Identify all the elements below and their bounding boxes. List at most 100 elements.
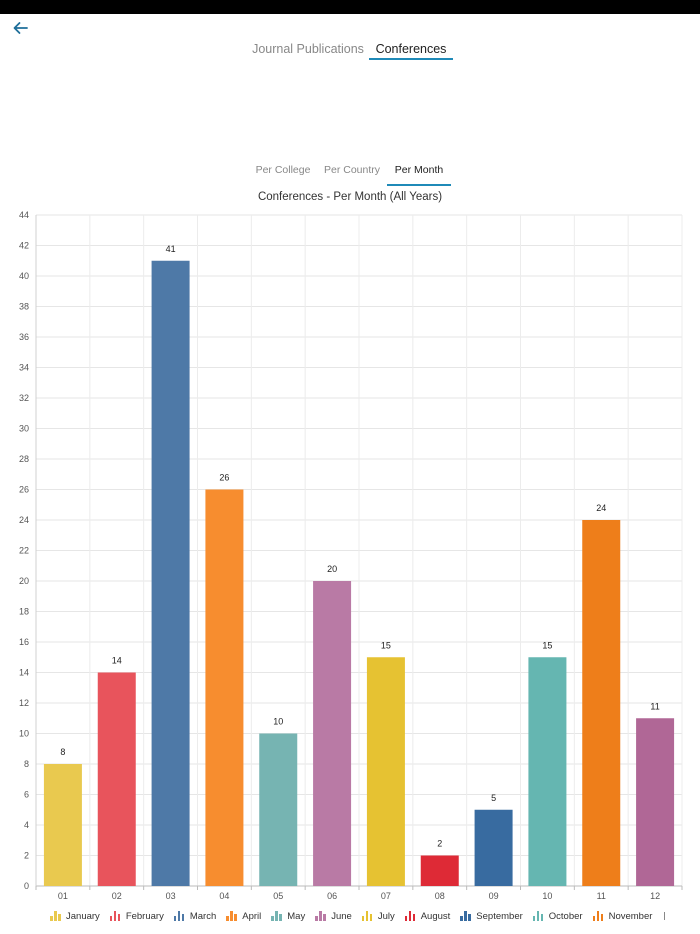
y-tick-label: 30 — [19, 424, 29, 434]
legend-label: April — [242, 910, 262, 922]
y-tick-label: 20 — [19, 576, 29, 586]
subtab-label: Per Country — [323, 164, 381, 176]
active-subtab-indicator — [387, 184, 451, 186]
y-tick-label: 4 — [24, 820, 29, 830]
legend-label: October — [548, 910, 583, 922]
legend-item[interactable]: March — [173, 910, 217, 922]
x-tick-label: 06 — [327, 891, 337, 900]
y-tick-label: 16 — [19, 637, 29, 647]
legend-item[interactable]: May — [271, 911, 305, 922]
legend-label: September — [476, 910, 523, 922]
subtab-label: Per College — [255, 164, 311, 176]
x-tick-label: 01 — [58, 891, 68, 900]
y-tick-label: 32 — [19, 393, 29, 403]
chart-title: Conferences - Per Month (All Years) — [257, 191, 443, 203]
legend-item[interactable]: October — [532, 910, 583, 922]
y-tick-label: 12 — [19, 698, 29, 708]
legend-label: August — [420, 910, 451, 922]
tab-journal-publications[interactable]: Journal Publications — [252, 40, 364, 60]
legend-overflow-indicator — [664, 912, 666, 920]
y-tick-label: 36 — [19, 332, 29, 342]
data-label: 15 — [542, 640, 552, 650]
bar-03 — [151, 260, 190, 886]
bar-01 — [43, 764, 82, 886]
status-bar — [0, 0, 700, 14]
chart-legend: January February March April May June July Augu… — [50, 908, 666, 924]
bar-chart-icon — [173, 911, 185, 921]
bar-chart: 0246810121416182022242628303234363840424… — [19, 210, 683, 900]
bar-chart-icon — [271, 911, 282, 921]
active-tab-indicator — [369, 57, 453, 60]
bar-chart-icon — [460, 911, 471, 921]
bar-02 — [97, 672, 136, 886]
data-label: 10 — [273, 717, 283, 727]
x-tick-label: 04 — [219, 891, 229, 900]
x-tick-label: 02 — [112, 891, 122, 900]
data-label: 15 — [381, 640, 391, 650]
bar-09 — [474, 809, 513, 886]
y-tick-label: 6 — [24, 790, 29, 800]
subtab-per-college[interactable]: Per College — [252, 162, 314, 186]
legend-label: March — [189, 910, 217, 922]
legend-item[interactable]: November — [592, 911, 652, 922]
data-label: 26 — [219, 473, 229, 483]
legend-item[interactable]: July — [361, 910, 395, 922]
y-tick-label: 18 — [19, 607, 29, 617]
arrow-left-icon — [13, 22, 28, 34]
y-tick-label: 0 — [24, 881, 29, 891]
subtab-per-country[interactable]: Per Country — [320, 162, 384, 186]
back-button[interactable] — [8, 18, 32, 40]
bar-chart-icon — [532, 911, 544, 921]
data-label: 2 — [437, 839, 442, 849]
y-tick-label: 24 — [19, 515, 29, 525]
data-label: 5 — [491, 793, 496, 803]
y-tick-label: 2 — [24, 851, 29, 861]
bar-chart-icon — [404, 911, 416, 921]
subtab-per-month[interactable]: Per Month — [387, 162, 451, 186]
bar-11 — [582, 520, 621, 886]
y-tick-label: 14 — [19, 668, 29, 678]
bar-06 — [313, 581, 352, 886]
x-tick-label: 05 — [273, 891, 283, 900]
bar-07 — [366, 657, 405, 886]
y-tick-label: 38 — [19, 302, 29, 312]
legend-label: May — [287, 910, 306, 922]
legend-item[interactable]: June — [315, 911, 352, 922]
x-tick-label: 10 — [542, 891, 552, 900]
y-tick-label: 44 — [19, 210, 29, 220]
x-tick-label: 11 — [597, 891, 606, 900]
bar-10 — [528, 657, 567, 886]
x-tick-label: 03 — [166, 891, 176, 900]
y-tick-label: 40 — [19, 271, 29, 281]
bar-chart-icon — [592, 911, 604, 921]
y-tick-label: 26 — [19, 485, 29, 495]
tab-conferences[interactable]: Conferences — [369, 40, 453, 60]
legend-item[interactable]: January — [50, 911, 100, 922]
legend-item[interactable]: April — [226, 911, 261, 922]
data-label: 41 — [166, 244, 176, 254]
y-tick-label: 28 — [19, 454, 29, 464]
bar-04 — [205, 489, 244, 886]
legend-item[interactable]: September — [460, 910, 523, 922]
legend-label: June — [331, 910, 352, 922]
legend-label: January — [66, 910, 100, 922]
legend-item[interactable]: August — [404, 910, 451, 922]
legend-item[interactable]: February — [109, 910, 164, 922]
x-tick-label: 08 — [435, 891, 445, 900]
y-tick-label: 34 — [19, 363, 29, 373]
bar-chart-icon — [50, 911, 61, 921]
x-tick-label: 12 — [650, 891, 660, 900]
data-label: 11 — [650, 701, 659, 711]
bar-chart-icon — [361, 911, 373, 921]
tab-label: Conferences — [375, 42, 447, 56]
legend-label: February — [125, 910, 164, 922]
legend-label: July — [377, 910, 395, 922]
bar-05 — [259, 733, 298, 886]
data-label: 24 — [596, 503, 606, 513]
data-label: 14 — [112, 656, 122, 666]
x-tick-label: 09 — [489, 891, 499, 900]
bar-chart-icon — [226, 911, 237, 921]
subtab-label: Per Month — [394, 164, 444, 176]
bar-12 — [636, 718, 675, 886]
tab-label: Journal Publications — [252, 42, 364, 56]
